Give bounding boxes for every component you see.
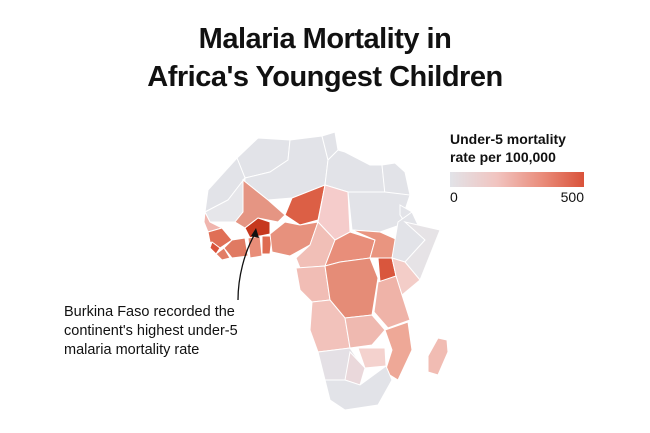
annotation-line-3: malaria mortality rate [64, 341, 294, 360]
region-gabon-congo [296, 266, 330, 302]
legend-ticks: 0 500 [450, 189, 584, 207]
annotation-line-1: Burkina Faso recorded the [64, 303, 294, 322]
color-legend: Under-5 mortality rate per 100,000 0 500 [450, 130, 590, 207]
legend-title: Under-5 mortality rate per 100,000 [450, 130, 590, 166]
region-zambia [345, 315, 385, 348]
region-libya [325, 150, 385, 192]
region-madagascar [428, 338, 448, 375]
legend-title-line-2: rate per 100,000 [450, 148, 590, 166]
legend-title-line-1: Under-5 mortality [450, 130, 590, 148]
region-malawi-mozambique [385, 322, 412, 380]
burkina-faso-annotation: Burkina Faso recorded the continent's hi… [64, 303, 294, 360]
region-egypt [382, 163, 410, 195]
legend-min-label: 0 [450, 189, 458, 205]
legend-gradient-bar [450, 172, 584, 187]
region-ghana [248, 236, 262, 258]
legend-max-label: 500 [561, 189, 584, 205]
annotation-line-2: continent's highest under-5 [64, 322, 294, 341]
